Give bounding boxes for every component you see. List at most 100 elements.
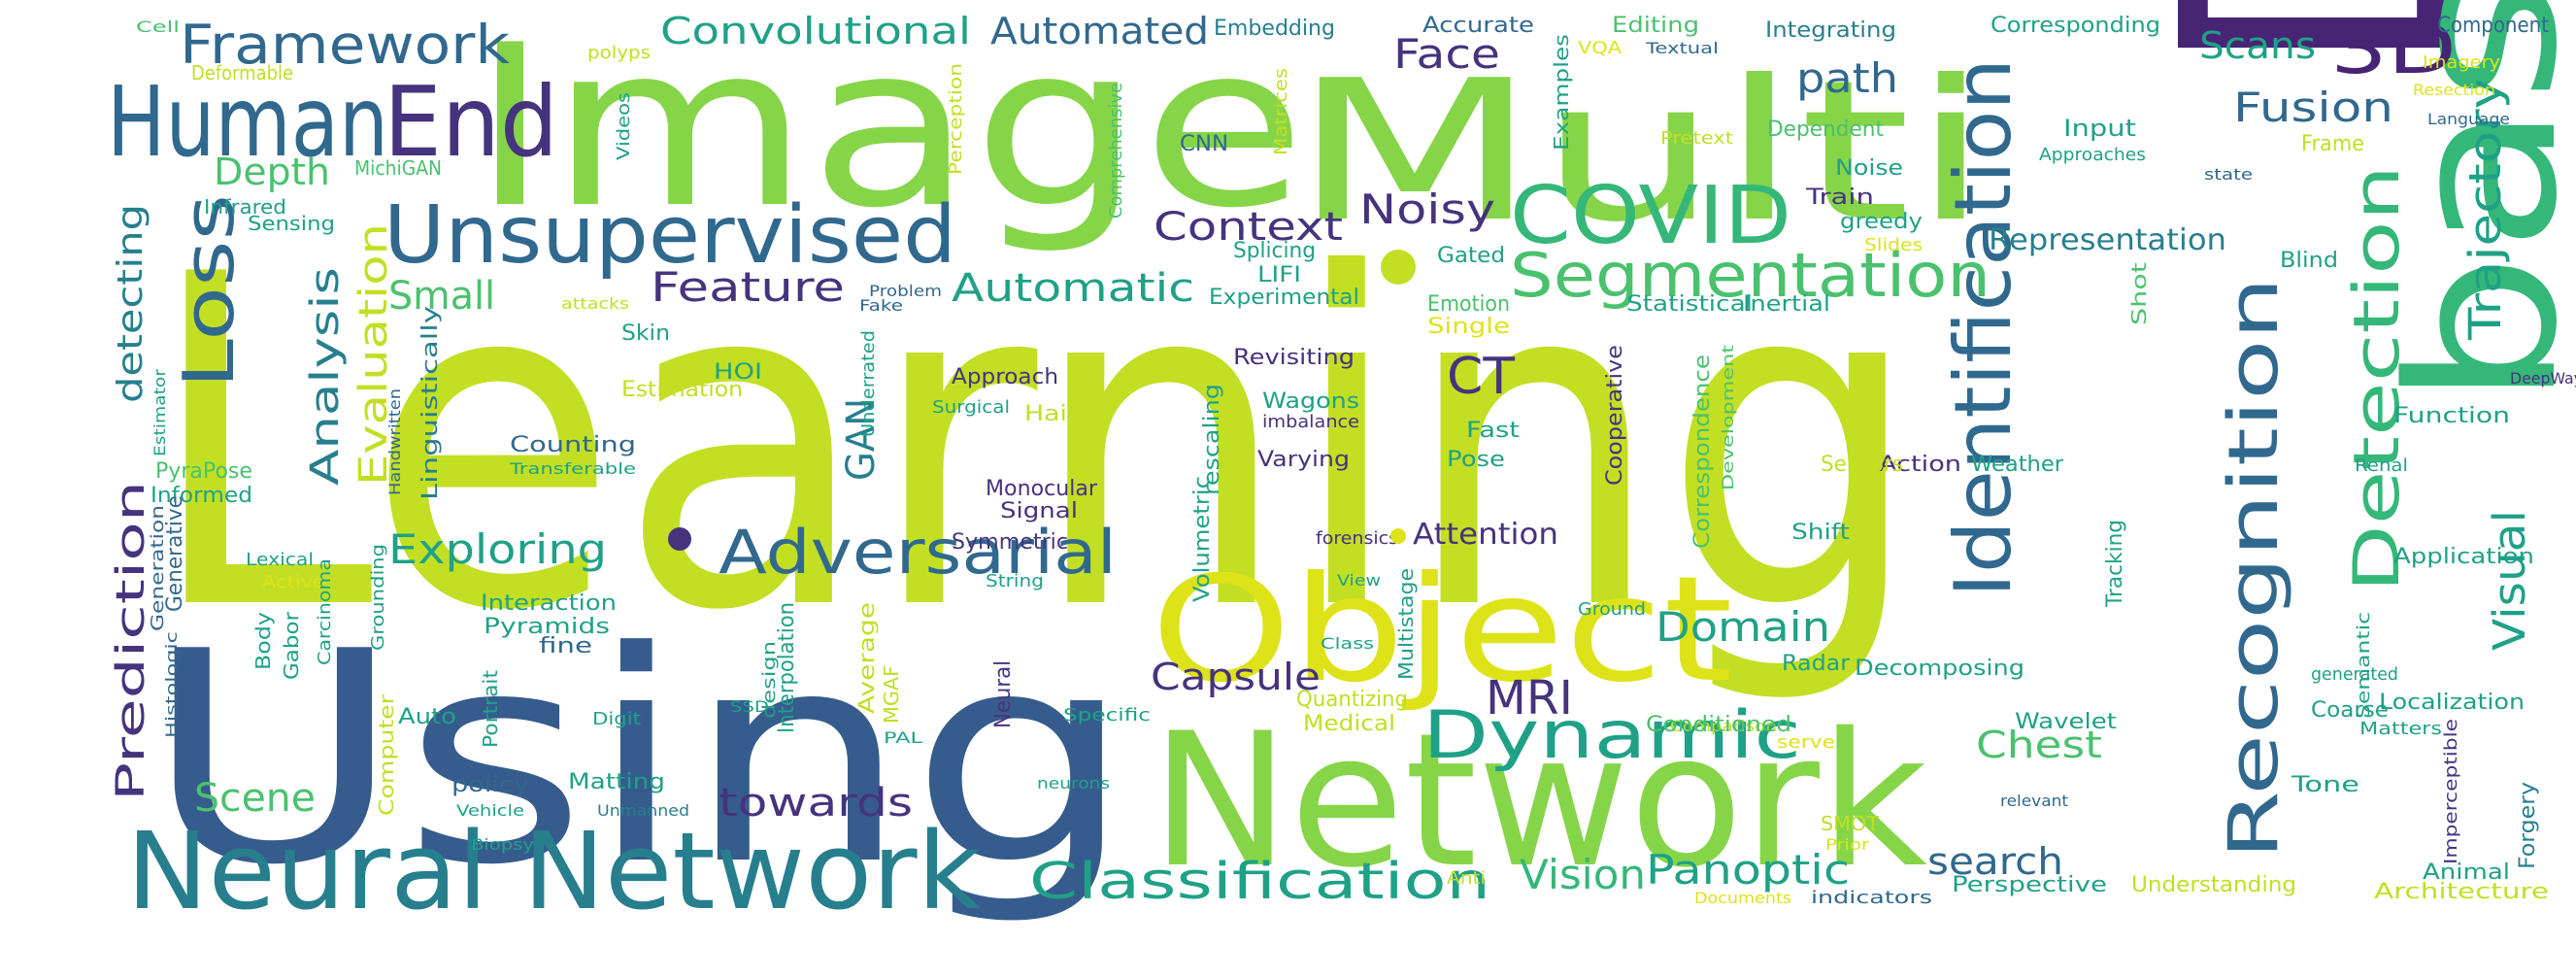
word-panoptic: Panoptic bbox=[1646, 846, 1850, 894]
word-generative: Generative bbox=[163, 495, 187, 612]
word-train: Train bbox=[1805, 185, 1874, 210]
word-monocular: Monocular bbox=[986, 477, 1098, 501]
word-hair: Hair bbox=[1024, 402, 1079, 426]
word-human: Human bbox=[107, 65, 388, 179]
word-histologic: Histologic bbox=[162, 631, 181, 738]
word-anti: Anti bbox=[1447, 868, 1486, 889]
word-chest: Chest bbox=[1976, 724, 2102, 766]
word-handwritten: Handwritten bbox=[385, 388, 404, 495]
word-renal: Renal bbox=[2355, 455, 2408, 476]
word-interpolation: Interpolation bbox=[775, 602, 799, 733]
word-shot: Shot bbox=[2127, 262, 2151, 325]
word-statistical: Statistical bbox=[1626, 292, 1753, 317]
word-correspondence: Correspondence bbox=[1690, 354, 1715, 549]
word-wagons: Wagons bbox=[1262, 389, 1359, 414]
word-neurons: neurons bbox=[1037, 774, 1110, 793]
word-matting: Matting bbox=[568, 770, 665, 794]
word-feature: Feature bbox=[651, 263, 845, 311]
word-cooperative: Cooperative bbox=[1603, 345, 1627, 486]
word-segmentation: Segmentation bbox=[1510, 240, 1991, 311]
word-cell: Cell bbox=[136, 17, 180, 36]
word-multi: Multi bbox=[1291, 39, 1991, 265]
word-depth: Depth bbox=[214, 151, 330, 193]
word-resection: Resection bbox=[2413, 81, 2495, 99]
word-wavelet: Wavelet bbox=[2015, 710, 2117, 734]
word-generated: generated bbox=[2311, 664, 2398, 685]
decorative-dot bbox=[668, 527, 691, 551]
word-skin: Skin bbox=[621, 321, 670, 346]
word-capsule: Capsule bbox=[1151, 656, 1321, 698]
word-policy: policy bbox=[452, 773, 529, 797]
word-gated: Gated bbox=[1437, 244, 1505, 268]
word-mri: MRI bbox=[1486, 671, 1573, 725]
word-search: search bbox=[1927, 840, 2063, 883]
word-matters: Matters bbox=[2359, 719, 2442, 739]
word-perception: Perception bbox=[946, 63, 966, 175]
word-face: Face bbox=[1393, 30, 1500, 78]
word-animal: Animal bbox=[2423, 860, 2510, 885]
word-hoi: HOI bbox=[714, 360, 762, 385]
word-loss: Loss bbox=[168, 194, 250, 388]
word-coarse: Coarse bbox=[2311, 698, 2389, 723]
word-classification: Classification bbox=[1029, 853, 1490, 911]
word-tracking: Tracking bbox=[2103, 520, 2127, 608]
word-inertial: Inertial bbox=[1743, 292, 1830, 317]
word-input: Input bbox=[2063, 115, 2136, 142]
word-adversarial: Adversarial bbox=[719, 517, 1117, 588]
word-state: state bbox=[2204, 165, 2253, 184]
word-textual: Textual bbox=[1645, 39, 1719, 57]
word-localization: Localization bbox=[2379, 691, 2525, 715]
word-grounding: Grounding bbox=[368, 544, 388, 651]
word-shift: Shift bbox=[1791, 521, 1850, 545]
word-attacks: attacks bbox=[561, 294, 629, 313]
word-attention: Attention bbox=[1413, 518, 1558, 552]
word-neural: Neural bbox=[991, 660, 1016, 728]
word-forgery: Forgery bbox=[2516, 782, 2540, 869]
word-analysis: Analysis bbox=[303, 267, 348, 486]
word-transferable: Transferable bbox=[509, 459, 636, 478]
word-design: design bbox=[759, 641, 780, 719]
word-radar: Radar bbox=[1782, 652, 1851, 676]
word-visual: Visual bbox=[2484, 510, 2535, 651]
word-automated: Automated bbox=[990, 10, 1209, 52]
word-editing: Editing bbox=[1612, 14, 1699, 38]
word-carcinoma: Carcinoma bbox=[315, 558, 335, 665]
word-function: Function bbox=[2393, 404, 2510, 428]
decorative-dot bbox=[1381, 250, 1416, 285]
word-lifi: LIFI bbox=[1257, 263, 1301, 287]
word-detecting: detecting bbox=[111, 204, 151, 403]
word-indicators: indicators bbox=[1811, 888, 1932, 908]
word-digit: Digit bbox=[592, 709, 641, 729]
word-matrices: Matrices bbox=[1271, 68, 1291, 155]
word-quantizing: Quantizing bbox=[1296, 688, 1408, 712]
word-generation: Generation bbox=[148, 505, 168, 631]
word-pretext: Pretext bbox=[1660, 128, 1733, 149]
word-rescaling: rescaling bbox=[1200, 384, 1224, 495]
word-documents: Documents bbox=[1694, 889, 1791, 907]
word-surgical: Surgical bbox=[932, 397, 1010, 418]
word-vehicle: Vehicle bbox=[456, 801, 524, 820]
word-deepway: DeepWay bbox=[2510, 369, 2576, 388]
word-noisy: Noisy bbox=[1359, 185, 1495, 233]
word-application: Application bbox=[2393, 545, 2534, 569]
word-dynamic: Dynamic bbox=[1422, 697, 1801, 774]
word-ssd: SSD bbox=[730, 697, 769, 716]
word-average: Average bbox=[855, 602, 880, 714]
word-view: View bbox=[1337, 571, 1381, 590]
word-single: Single bbox=[1427, 315, 1510, 339]
word-accurate: Accurate bbox=[1422, 14, 1534, 38]
word-approach: Approach bbox=[952, 365, 1058, 389]
word-body: Body bbox=[251, 612, 275, 670]
word-pyrapose: PyraPose bbox=[155, 459, 252, 484]
word-fine: fine bbox=[539, 634, 592, 658]
word-representation: Representation bbox=[1989, 223, 2226, 257]
word-weather: Weather bbox=[1971, 453, 2064, 477]
word-framework: Framework bbox=[180, 14, 510, 76]
word-tone: Tone bbox=[2291, 773, 2359, 797]
word-small: Small bbox=[388, 274, 495, 319]
word-architecture: Architecture bbox=[2374, 880, 2549, 904]
word-fake: Fake bbox=[859, 296, 903, 315]
word-understanding: Understanding bbox=[2131, 873, 2296, 897]
word-path: path bbox=[1796, 54, 1898, 102]
word-experimental: Experimental bbox=[1209, 286, 1359, 310]
